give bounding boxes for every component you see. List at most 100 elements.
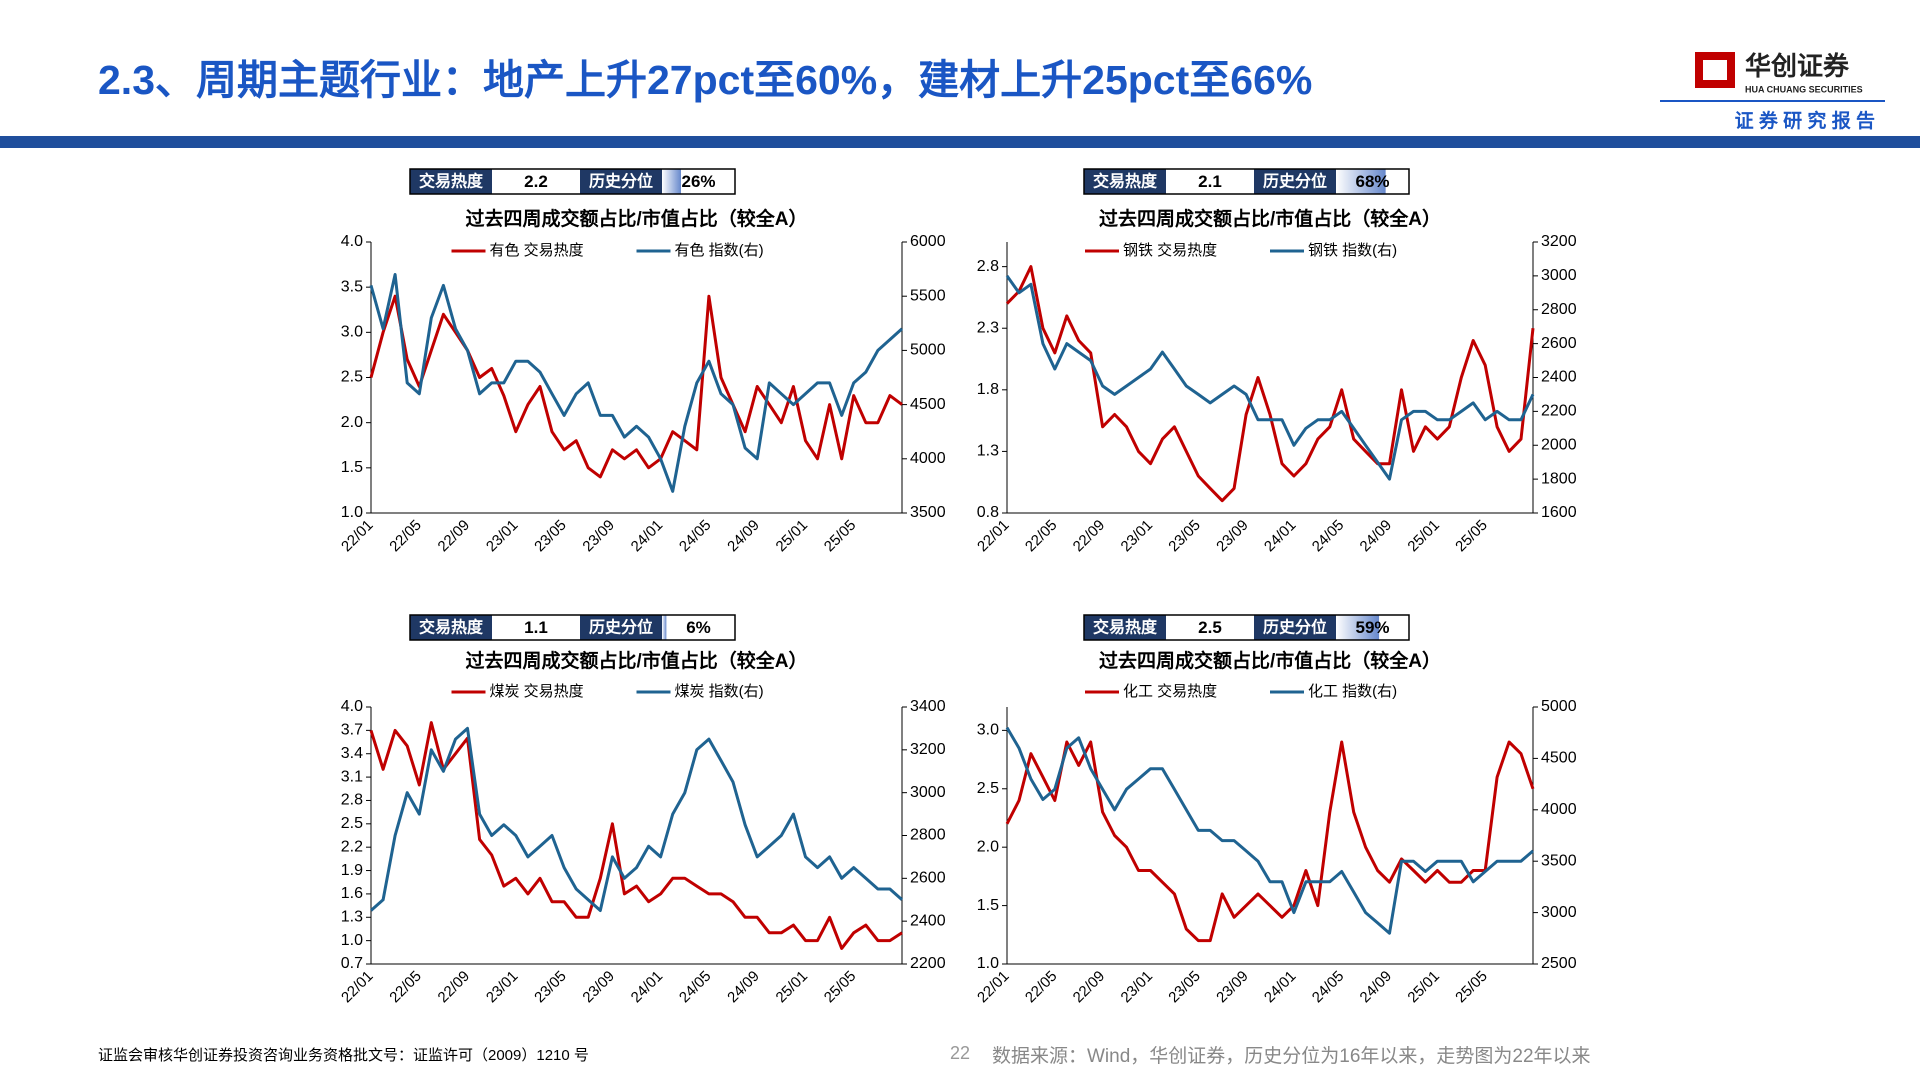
y2-tick-label: 3000 bbox=[1541, 267, 1577, 284]
y2-tick-label: 4000 bbox=[1541, 801, 1577, 818]
rank-label-cell bbox=[1254, 169, 1336, 194]
logo-en: HUA CHUANG SECURITIES bbox=[1745, 84, 1863, 94]
y-tick-label: 2.0 bbox=[977, 838, 999, 855]
x-tick-label: 24/05 bbox=[1309, 517, 1348, 556]
y2-tick-label: 3500 bbox=[1541, 852, 1577, 869]
x-tick-label: 23/09 bbox=[579, 968, 618, 1007]
chart-title: 过去四周成交额占比/市值占比（较全A） bbox=[1099, 207, 1441, 230]
x-tick-label: 24/05 bbox=[676, 968, 715, 1007]
page-number: 22 bbox=[950, 1043, 970, 1063]
y2-tick-label: 2200 bbox=[1541, 403, 1577, 420]
x-tick-label: 25/01 bbox=[1404, 968, 1443, 1007]
rank-bar bbox=[662, 169, 681, 194]
rank-value: 26% bbox=[681, 172, 715, 191]
heat-value: 2.2 bbox=[524, 172, 548, 191]
y2-tick-label: 2800 bbox=[910, 827, 946, 844]
x-tick-label: 24/01 bbox=[628, 968, 667, 1007]
y-tick-label: 1.5 bbox=[977, 897, 999, 914]
y-tick-label: 3.7 bbox=[341, 722, 363, 739]
x-tick-label: 22/01 bbox=[338, 517, 377, 556]
heat-value: 2.1 bbox=[1198, 172, 1222, 191]
y2-tick-label: 5000 bbox=[910, 342, 946, 359]
y-tick-label: 3.5 bbox=[341, 278, 363, 295]
y-tick-label: 1.3 bbox=[341, 908, 363, 925]
legend-label: 有色 交易热度 bbox=[490, 241, 584, 259]
y-tick-label: 3.0 bbox=[977, 722, 999, 739]
y-tick-label: 1.0 bbox=[977, 955, 999, 972]
y2-tick-label: 3200 bbox=[910, 741, 946, 758]
x-tick-label: 25/05 bbox=[821, 968, 860, 1007]
x-tick-label: 22/05 bbox=[1022, 968, 1061, 1007]
x-tick-label: 22/09 bbox=[1070, 517, 1109, 556]
rank-label: 历史分位 bbox=[1263, 172, 1327, 191]
heat-label-cell bbox=[1084, 615, 1166, 640]
x-tick-label: 22/05 bbox=[1022, 517, 1061, 556]
y2-tick-label: 2500 bbox=[1541, 955, 1577, 972]
y2-tick-label: 4500 bbox=[1541, 750, 1577, 767]
rank-label: 历史分位 bbox=[589, 172, 653, 191]
x-tick-label: 23/05 bbox=[1165, 968, 1204, 1007]
y-tick-label: 3.4 bbox=[341, 745, 363, 762]
rank-bar bbox=[1336, 615, 1380, 640]
legend-label: 钢铁 交易热度 bbox=[1123, 241, 1217, 259]
heat-value-cell bbox=[492, 615, 580, 640]
source-note: 数据来源：Wind，华创证券，历史分位为16年以来，走势图为22年以来 bbox=[992, 1045, 1591, 1067]
y-tick-label: 1.3 bbox=[977, 443, 999, 460]
heat-label: 交易热度 bbox=[419, 618, 484, 637]
chart-title: 过去四周成交额占比/市值占比（较全A） bbox=[465, 207, 807, 230]
x-tick-label: 23/05 bbox=[531, 968, 570, 1007]
x-tick-label: 25/05 bbox=[821, 517, 860, 556]
rank-value: 68% bbox=[1355, 172, 1389, 191]
series-line bbox=[1005, 275, 1535, 481]
y2-tick-label: 3400 bbox=[910, 698, 946, 715]
series-line bbox=[1005, 740, 1535, 943]
heat-value-cell bbox=[1166, 169, 1254, 194]
chart-title: 过去四周成交额占比/市值占比（较全A） bbox=[465, 649, 807, 672]
report-label: 证 券 研 究 报 告 bbox=[1735, 109, 1875, 132]
heat-box-border bbox=[1083, 168, 1410, 195]
y-tick-label: 3.1 bbox=[341, 768, 363, 785]
heat-value: 2.5 bbox=[1198, 618, 1222, 637]
logo-mark-inner bbox=[1703, 60, 1727, 80]
y-tick-label: 1.0 bbox=[341, 932, 363, 949]
x-tick-label: 24/01 bbox=[628, 517, 667, 556]
x-tick-label: 25/01 bbox=[773, 517, 812, 556]
y-tick-label: 1.6 bbox=[341, 885, 363, 902]
rank-label-cell bbox=[1254, 615, 1336, 640]
series-line bbox=[369, 294, 903, 479]
x-tick-label: 22/09 bbox=[435, 517, 474, 556]
y-tick-label: 1.9 bbox=[341, 862, 363, 879]
x-tick-label: 24/09 bbox=[724, 517, 763, 556]
rank-bar bbox=[662, 615, 667, 640]
y2-tick-label: 2400 bbox=[1541, 369, 1577, 386]
y2-tick-label: 2600 bbox=[910, 870, 946, 887]
x-tick-label: 23/09 bbox=[579, 517, 618, 556]
x-tick-label: 24/01 bbox=[1261, 517, 1300, 556]
heat-label: 交易热度 bbox=[1093, 618, 1158, 637]
legend-label: 煤炭 指数(右) bbox=[675, 683, 764, 700]
y-tick-label: 2.0 bbox=[341, 414, 363, 431]
rank-label-cell bbox=[580, 169, 662, 194]
y2-tick-label: 2400 bbox=[910, 912, 946, 929]
license: 证监会审核华创证券投资咨询业务资格批文号：证监许可（2009）1210 号 bbox=[98, 1047, 589, 1064]
y-tick-label: 4.0 bbox=[341, 698, 363, 715]
y2-tick-label: 3500 bbox=[910, 504, 946, 521]
x-tick-label: 25/01 bbox=[773, 968, 812, 1007]
heat-value-cell bbox=[1166, 615, 1254, 640]
rank-value: 59% bbox=[1355, 618, 1389, 637]
x-tick-label: 22/01 bbox=[974, 517, 1013, 556]
series-line bbox=[369, 721, 903, 950]
y2-tick-label: 1800 bbox=[1541, 470, 1577, 487]
y-tick-label: 3.0 bbox=[341, 324, 363, 341]
x-tick-label: 23/01 bbox=[1118, 517, 1157, 556]
heat-label: 交易热度 bbox=[1093, 172, 1158, 191]
y-tick-label: 2.8 bbox=[341, 792, 363, 809]
y2-tick-label: 2600 bbox=[1541, 335, 1577, 352]
x-tick-label: 22/09 bbox=[435, 968, 474, 1007]
x-tick-label: 23/01 bbox=[483, 517, 522, 556]
series-line bbox=[369, 273, 904, 493]
x-tick-label: 24/01 bbox=[1261, 968, 1300, 1007]
y2-tick-label: 3000 bbox=[910, 784, 946, 801]
y-tick-label: 1.0 bbox=[341, 504, 363, 521]
